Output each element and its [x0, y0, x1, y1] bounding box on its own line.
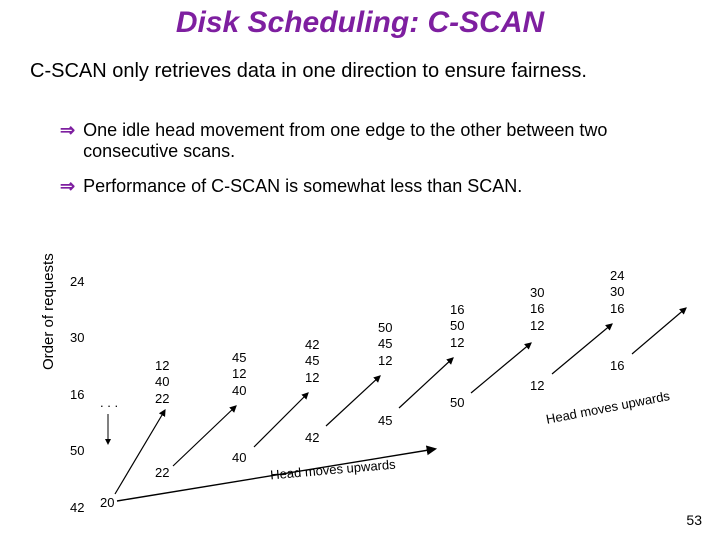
intro-text-span: C-SCAN only retrieves data in one direct… [30, 60, 587, 82]
stack-12: 30 16 12 [530, 285, 544, 334]
bullet-list: ⇒ One idle head movement from one edge t… [60, 120, 690, 197]
diag-arrow-50-12 [467, 335, 543, 405]
stack-40: 45 12 40 [232, 350, 246, 399]
title-text: Disk Scheduling: C-SCAN [176, 6, 544, 39]
y-axis-label: Order of requests [40, 253, 57, 370]
bullet-item-1: ⇒ One idle head movement from one edge t… [60, 120, 690, 162]
bullet-text-1: One idle head movement from one edge to … [83, 120, 690, 162]
bullet-text-2: Performance of C-SCAN is somewhat less t… [83, 176, 522, 197]
y-axis-label-text: Order of requests [40, 253, 57, 370]
long-arrow-lower [115, 443, 445, 508]
queue-item: 50 [70, 442, 84, 461]
queue-item: 42 [70, 499, 84, 518]
axis-label-45: 45 [378, 413, 392, 428]
axis-label-16: 16 [610, 358, 624, 373]
slide-number: 53 [686, 512, 702, 528]
stack-42: 42 45 12 [305, 337, 319, 386]
queue-item: 30 [70, 329, 84, 348]
bullet-marker: ⇒ [60, 176, 75, 197]
stack-45: 50 45 12 [378, 320, 392, 369]
axis-label-12: 12 [530, 378, 544, 393]
initial-queue: 24 30 16 50 42 45 12 [70, 235, 84, 540]
diag-arrow-16-out [628, 298, 698, 368]
intro-text: C-SCAN only retrieves data in one direct… [30, 60, 690, 83]
slide-title: Disk Scheduling: C-SCAN [0, 0, 720, 40]
head-moves-label-2: Head moves upwards [545, 388, 671, 427]
bullet-marker: ⇒ [60, 120, 75, 162]
queue-item: 16 [70, 386, 84, 405]
stack-50: 16 50 12 [450, 302, 464, 351]
slide-number-text: 53 [686, 512, 702, 528]
diag-arrow-12-16 [548, 316, 624, 386]
axis-label-50: 50 [450, 395, 464, 410]
queue-item: 24 [70, 273, 84, 292]
stack-16: 24 30 16 [610, 268, 624, 317]
bullet-item-2: ⇒ Performance of C-SCAN is somewhat less… [60, 176, 690, 197]
